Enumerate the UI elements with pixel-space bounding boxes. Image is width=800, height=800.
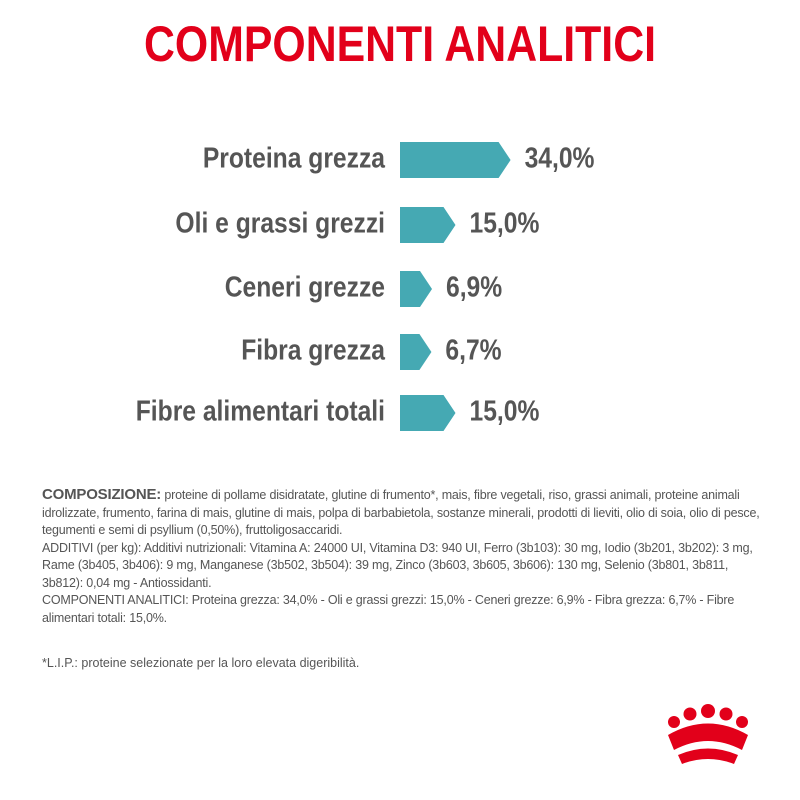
logo	[668, 704, 748, 764]
category-label: Fibre alimentari totali	[136, 395, 385, 427]
value-label: 34,0%	[525, 142, 595, 174]
footnote: *L.I.P.: proteine selezionate per la lor…	[42, 656, 360, 670]
bar	[400, 395, 456, 431]
additives: ADDITIVI (per kg): Additivi nutrizionali…	[42, 540, 753, 590]
category-label: Fibra grezza	[241, 334, 386, 366]
category-label: Proteina grezza	[203, 142, 386, 174]
composition-paragraph: COMPOSIZIONE: proteine di pollame disidr…	[42, 486, 762, 540]
composition-text: proteine di pollame disidratate, glutine…	[42, 488, 760, 537]
composition-label: COMPOSIZIONE:	[42, 486, 162, 503]
chart-title: COMPONENTI ANALITICI	[144, 16, 656, 72]
bar	[400, 271, 433, 307]
bar	[400, 142, 511, 178]
value-label: 6,7%	[445, 334, 501, 366]
value-label: 15,0%	[470, 395, 540, 427]
value-label: 6,9%	[446, 271, 502, 303]
category-label: Ceneri grezze	[225, 271, 385, 303]
bar	[400, 207, 456, 243]
composition: COMPOSIZIONE: proteine di pollame disidr…	[42, 486, 762, 627]
analytic: COMPONENTI ANALITICI: Proteina grezza: 3…	[42, 593, 735, 625]
value-label: 15,0%	[470, 207, 540, 239]
category-label: Oli e grassi grezzi	[175, 207, 385, 239]
bar	[400, 334, 432, 370]
